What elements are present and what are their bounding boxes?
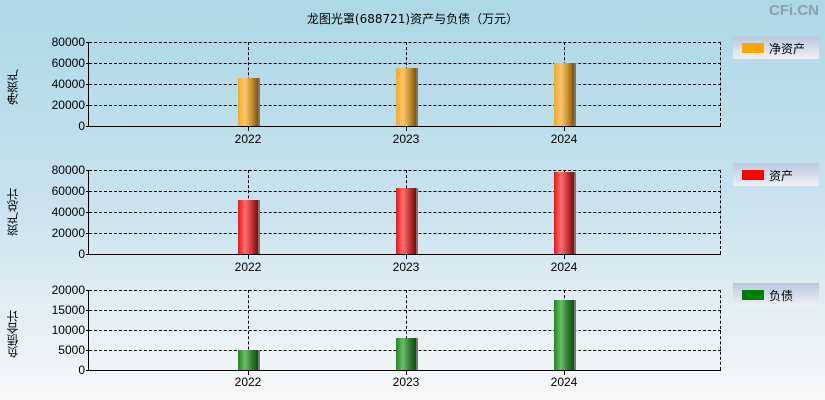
- y-tick: 40000: [52, 205, 91, 219]
- x-tick-label: 2024: [550, 375, 578, 389]
- bar-2022: [238, 200, 258, 254]
- chart-title: 龙图光罩(688721)资产与负债（万元）: [306, 12, 519, 26]
- y-tick: 20000: [52, 98, 91, 112]
- legend-label: 资产: [769, 169, 794, 183]
- y-tick: 0: [78, 363, 90, 377]
- bar-2023: [396, 188, 416, 254]
- y-tick: 15000: [52, 303, 91, 317]
- legend-swatch: [742, 170, 764, 180]
- bar-2024: [554, 300, 574, 370]
- total-assets-panel: 资产总计 80000 60000 40000 20000 0 2022 2023…: [6, 163, 819, 274]
- legend-label: 负债: [769, 289, 794, 303]
- bar-2022: [238, 350, 258, 370]
- x-tick-label: 2023: [392, 260, 420, 274]
- y-tick: 10000: [52, 323, 91, 337]
- x-tick-label: 2023: [392, 132, 420, 146]
- net-assets-panel: 净资产 80000 60000 40000 20000 0 2022 2023 …: [0, 0, 825, 150]
- bar-2024: [554, 63, 574, 126]
- y-tick: 20000: [52, 226, 91, 240]
- brand-logo: CFi.CN: [769, 2, 819, 19]
- bar-2022: [238, 78, 258, 126]
- bar-2024: [554, 172, 574, 254]
- y-tick: 80000: [52, 163, 91, 177]
- y-tick: 5000: [58, 343, 90, 357]
- y-tick: 80000: [52, 35, 91, 49]
- plot-area: 20000 15000 10000 5000 0 2022 2023 2024: [52, 283, 721, 389]
- x-tick-label: 2022: [234, 375, 262, 389]
- y-tick: 60000: [52, 56, 91, 70]
- legend-net-assets: 净资产: [733, 36, 819, 59]
- x-tick-label: 2023: [392, 375, 420, 389]
- bar-2023: [396, 338, 416, 370]
- y-tick: 60000: [52, 184, 91, 198]
- y-tick: 0: [78, 119, 90, 133]
- legend-swatch: [742, 290, 764, 300]
- y-tick: 40000: [52, 77, 91, 91]
- x-tick-label: 2022: [234, 132, 262, 146]
- x-tick-label: 2022: [234, 260, 262, 274]
- legend-assets: 资产: [733, 163, 819, 186]
- bar-2023: [396, 68, 416, 126]
- y-axis-label: 负债合计: [6, 310, 20, 358]
- y-tick: 0: [78, 247, 90, 261]
- plot-area: 80000 60000 40000 20000 0 2022 2023 2024: [52, 35, 721, 146]
- legend-label: 净资产: [769, 42, 806, 56]
- y-tick: 20000: [52, 283, 91, 297]
- x-tick-label: 2024: [550, 132, 578, 146]
- legend-liabilities: 负债: [733, 283, 819, 306]
- plot-area: 80000 60000 40000 20000 0 2022 2023 2024: [52, 163, 721, 274]
- legend-swatch: [742, 43, 764, 53]
- x-tick-label: 2024: [550, 260, 578, 274]
